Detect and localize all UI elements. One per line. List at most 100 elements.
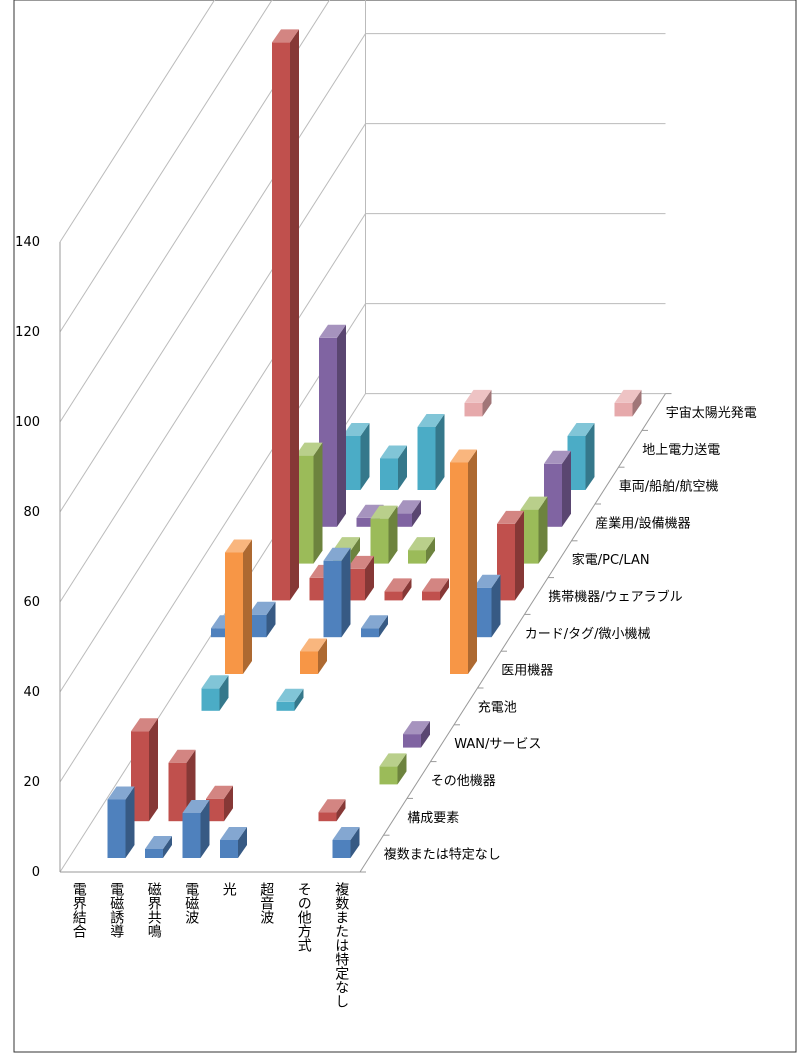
bar <box>464 389 492 417</box>
bar <box>347 555 374 601</box>
bar-side <box>397 753 407 785</box>
bar <box>384 578 412 601</box>
bar-side <box>200 800 210 858</box>
x-tick-label: 磁界共鳴 <box>146 882 162 938</box>
bar-side <box>585 423 595 490</box>
bar-side <box>365 555 374 601</box>
bar-top <box>131 718 158 732</box>
bar-side <box>421 721 430 748</box>
series-label: 構成要素 <box>407 811 459 826</box>
bar-top <box>450 449 477 463</box>
bar <box>323 547 351 638</box>
x-tick-label: 電磁誘導 <box>108 882 124 938</box>
bar <box>182 800 210 858</box>
bar <box>107 786 135 858</box>
bar-side <box>379 615 388 638</box>
bar <box>380 445 407 490</box>
bar-top <box>220 827 247 840</box>
bar-side <box>440 578 449 601</box>
series-label: 車両/船舶/航空機 <box>619 479 719 495</box>
bar-front <box>497 523 515 601</box>
bar-top <box>319 324 346 338</box>
bar-side <box>412 500 421 527</box>
bar <box>272 29 299 601</box>
y-tick-label: 140 <box>15 235 40 250</box>
bar-front <box>473 587 492 638</box>
bar-front <box>319 337 337 527</box>
bar-front <box>295 455 314 564</box>
bar-front <box>248 614 267 638</box>
bar-front <box>201 688 220 711</box>
bar-side <box>238 827 247 858</box>
bar <box>300 638 327 674</box>
bar-top <box>295 442 323 456</box>
bar-side <box>515 510 524 601</box>
bar-front <box>422 591 440 601</box>
bar <box>422 578 449 601</box>
bar-front <box>544 463 562 527</box>
bar-side <box>224 785 233 822</box>
bar-side <box>125 786 135 858</box>
x-tick-label: 電磁波 <box>183 882 199 924</box>
bar-front <box>567 436 586 490</box>
bar-front <box>276 701 295 711</box>
bar-top <box>332 827 360 840</box>
y-tick-label: 120 <box>15 325 40 340</box>
bar <box>520 496 548 564</box>
bar-front <box>272 42 290 601</box>
bar-top <box>422 578 449 592</box>
bar-top <box>544 450 571 464</box>
bar <box>567 423 595 490</box>
bar-side <box>351 537 360 564</box>
bar-top <box>614 389 642 403</box>
bar <box>544 450 571 527</box>
bar-top <box>272 29 299 43</box>
bar <box>379 753 407 785</box>
bar <box>614 389 642 417</box>
bar-side <box>482 389 492 417</box>
bar-side <box>426 537 435 564</box>
bar-side <box>266 601 276 638</box>
bar-front <box>211 628 229 638</box>
bar-top <box>417 414 445 427</box>
series-label: 家電/PC/LAN <box>572 552 650 568</box>
x-tick-label: 光 <box>221 882 237 897</box>
bar-side <box>219 675 229 711</box>
y-tick-label: 60 <box>23 595 40 610</box>
bar-front <box>450 462 468 674</box>
bar <box>318 799 346 822</box>
x-tick-label: 電界結合 <box>71 882 87 938</box>
bar-front <box>309 577 328 601</box>
bar-top <box>380 445 407 459</box>
x-tick-label: 超音波 <box>258 882 274 924</box>
y-tick-label: 100 <box>15 415 40 430</box>
bar-side <box>402 578 412 601</box>
bar <box>276 688 304 711</box>
bar-front <box>342 436 361 490</box>
bar-front <box>220 840 238 858</box>
bar-top <box>182 800 210 813</box>
bar-side <box>350 827 360 858</box>
bar-top <box>403 721 430 735</box>
bar-front <box>614 402 633 417</box>
grid-line <box>59 0 273 333</box>
bar <box>417 414 445 490</box>
bar-front <box>370 518 389 564</box>
grid-line <box>59 0 331 423</box>
bar-front <box>417 427 436 490</box>
series-label: WAN/サービス <box>454 737 541 752</box>
bar-top <box>567 423 595 436</box>
bar-top <box>300 638 327 652</box>
bar <box>319 324 346 527</box>
bar <box>403 721 430 748</box>
series-label: 地上電力送電 <box>642 443 720 458</box>
bar <box>206 785 233 822</box>
bar-top <box>145 836 172 849</box>
bar <box>497 510 524 601</box>
bar-top <box>408 537 435 551</box>
bar-front <box>323 560 342 638</box>
bar-side <box>149 718 158 822</box>
bar-top <box>464 389 492 403</box>
y-tick-label: 40 <box>23 685 40 700</box>
